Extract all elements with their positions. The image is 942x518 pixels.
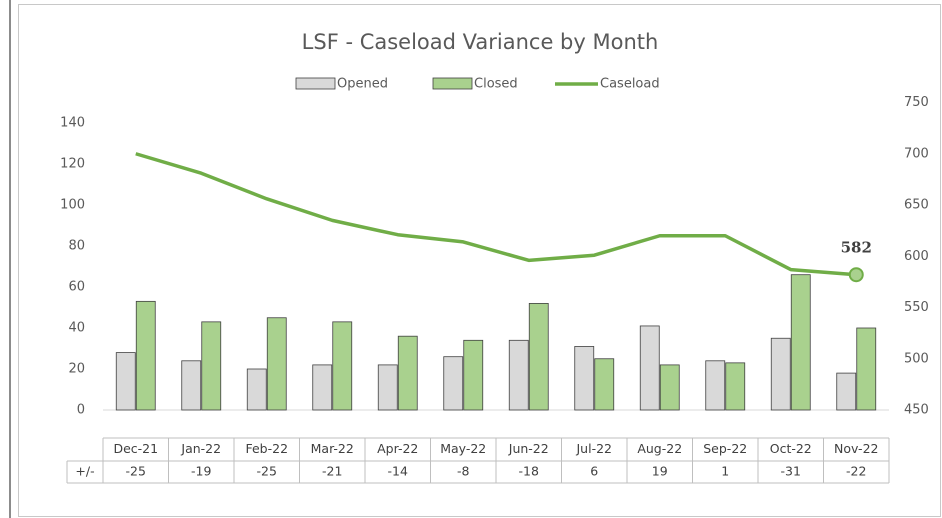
bar xyxy=(181,360,202,411)
bar xyxy=(332,321,353,411)
bar xyxy=(377,364,398,411)
bar xyxy=(836,372,857,411)
bar xyxy=(528,302,549,411)
y-tick-label: 60 xyxy=(68,280,85,295)
x-tick-label: Aug-22 xyxy=(637,441,682,456)
bar xyxy=(246,368,267,411)
bar xyxy=(790,274,811,411)
y-tick-label: 100 xyxy=(60,198,85,213)
end-marker xyxy=(848,267,864,283)
x-tick-label: Nov-22 xyxy=(834,441,878,456)
legend-label: Opened xyxy=(337,77,388,92)
bar xyxy=(770,337,791,411)
y2-tick-label: 500 xyxy=(904,351,929,366)
bar xyxy=(705,360,726,411)
y2-tick-label: 450 xyxy=(904,403,929,418)
chart-title: LSF - Caseload Variance by Month xyxy=(302,30,659,54)
table-value: 1 xyxy=(721,464,729,479)
bar xyxy=(508,339,529,411)
bar xyxy=(639,325,660,411)
y2-tick-label: 550 xyxy=(904,300,929,315)
bar xyxy=(659,364,680,411)
bar xyxy=(135,300,156,411)
y-tick-label: 120 xyxy=(60,157,85,172)
legend-label: Closed xyxy=(474,77,518,92)
table-value: -25 xyxy=(126,464,146,479)
table-value: -22 xyxy=(846,464,866,479)
x-tick-label: Mar-22 xyxy=(311,441,354,456)
table-value: 19 xyxy=(652,464,668,479)
x-tick-label: Jun-22 xyxy=(508,441,549,456)
y-tick-label: 80 xyxy=(68,239,85,254)
caseload-line xyxy=(135,152,857,277)
x-tick-label: Dec-21 xyxy=(113,441,158,456)
legend-label: Caseload xyxy=(600,77,660,92)
y2-tick-label: 600 xyxy=(904,249,929,264)
bar xyxy=(594,358,615,411)
table-row-label: +/- xyxy=(75,464,94,479)
x-tick-label: Jul-22 xyxy=(576,441,613,456)
bar xyxy=(201,321,222,411)
legend-swatch xyxy=(295,77,336,90)
table-value: -21 xyxy=(322,464,342,479)
y2-tick-label: 750 xyxy=(904,95,929,110)
bar xyxy=(266,317,287,411)
y2-tick-label: 650 xyxy=(904,198,929,213)
x-tick-label: May-22 xyxy=(440,441,486,456)
bar xyxy=(574,346,595,411)
table-value: 6 xyxy=(590,464,598,479)
chart-frame xyxy=(18,4,941,517)
table-value: -18 xyxy=(519,464,539,479)
x-tick-label: Sep-22 xyxy=(703,441,747,456)
bar xyxy=(443,356,464,411)
x-tick-label: Apr-22 xyxy=(377,441,418,456)
table-value: -14 xyxy=(388,464,408,479)
bar xyxy=(856,327,877,411)
table-value: -31 xyxy=(781,464,801,479)
table-value: -8 xyxy=(457,464,470,479)
bar xyxy=(397,335,418,411)
x-tick-label: Feb-22 xyxy=(245,441,288,456)
legend-swatch xyxy=(432,77,473,90)
x-tick-label: Oct-22 xyxy=(770,441,812,456)
bar xyxy=(463,339,484,411)
x-tick-label: Jan-22 xyxy=(180,441,221,456)
bar xyxy=(725,362,746,411)
bar xyxy=(115,352,136,411)
bar xyxy=(312,364,333,411)
y-tick-label: 20 xyxy=(68,362,85,377)
y-tick-label: 0 xyxy=(77,403,85,418)
y2-tick-label: 700 xyxy=(904,146,929,161)
table-value: -25 xyxy=(257,464,277,479)
y-tick-label: 140 xyxy=(60,116,85,131)
table-value: -19 xyxy=(191,464,211,479)
y-tick-label: 40 xyxy=(68,321,85,336)
data-label: 582 xyxy=(841,239,872,257)
